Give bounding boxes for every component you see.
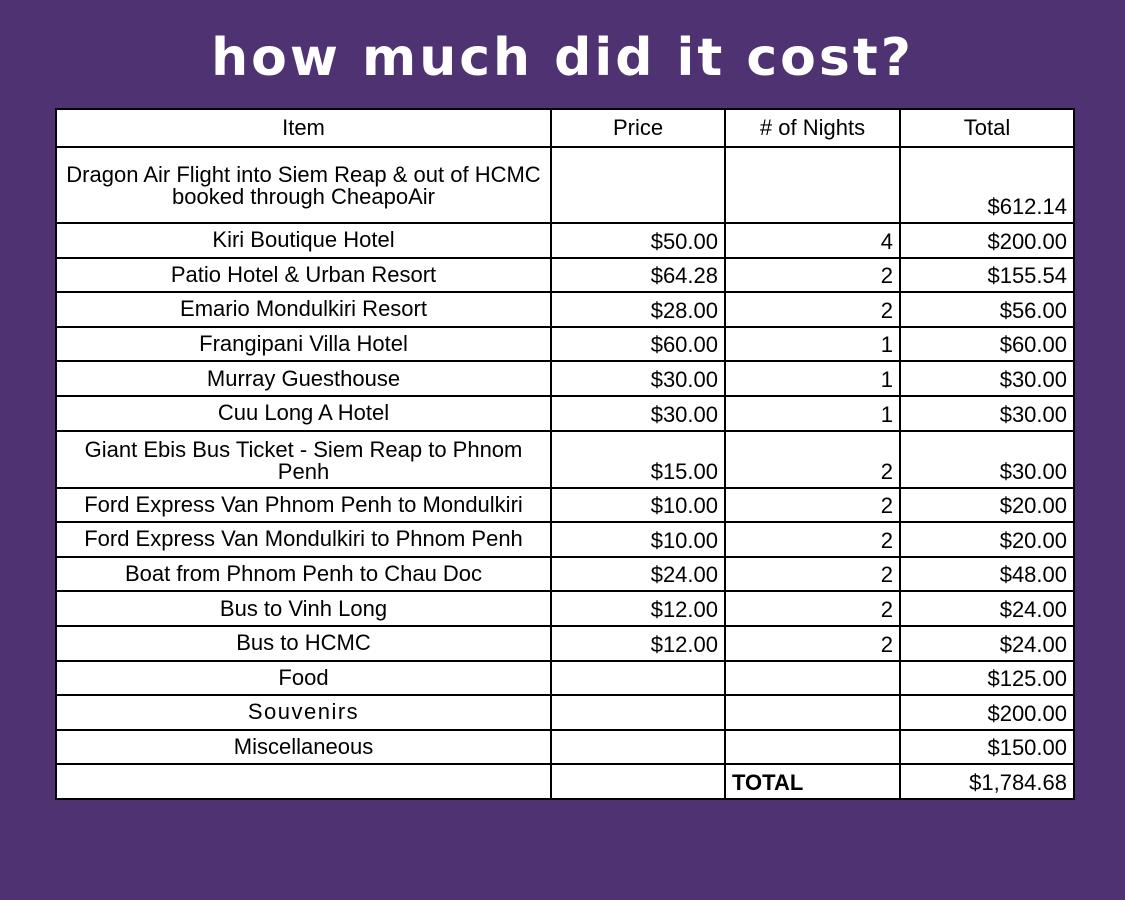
cell-price: $30.00: [550, 394, 726, 432]
cell-price: $64.28: [550, 256, 726, 294]
cell-price: [550, 694, 726, 731]
cell-price: $50.00: [550, 222, 726, 259]
table-row: Dragon Air Flight into Siem Reap & out o…: [55, 146, 1075, 224]
cell-total: $612.14: [899, 146, 1075, 224]
cell-nights: 2: [724, 486, 901, 524]
cell-price: $10.00: [550, 486, 726, 524]
cell-item: Food: [55, 659, 552, 697]
cell-item: Cuu Long A Hotel: [55, 394, 552, 432]
cell-price-empty: [550, 763, 726, 800]
table-row: Miscellaneous $150.00: [55, 728, 1075, 766]
cell-total: $24.00: [899, 590, 1075, 627]
cell-nights: 2: [724, 256, 901, 294]
header-item: Item: [55, 108, 552, 148]
cell-nights: 1: [724, 394, 901, 432]
cell-nights: 2: [724, 429, 901, 489]
cell-total: $56.00: [899, 291, 1075, 328]
cell-item: Patio Hotel & Urban Resort: [55, 256, 552, 294]
cell-nights: 2: [724, 555, 901, 593]
cell-total: $155.54: [899, 256, 1075, 294]
cell-total: $200.00: [899, 694, 1075, 731]
cell-total: $30.00: [899, 429, 1075, 489]
table-row: Kiri Boutique Hotel $50.00 4 $200.00: [55, 222, 1075, 259]
cell-nights: [724, 659, 901, 697]
cell-price: $15.00: [550, 429, 726, 489]
cell-price: [550, 146, 726, 224]
cell-item: Bus to Vinh Long: [55, 590, 552, 627]
cell-price: [550, 728, 726, 766]
cell-nights: 1: [724, 360, 901, 397]
header-total: Total: [899, 108, 1075, 148]
cell-item: Dragon Air Flight into Siem Reap & out o…: [55, 146, 552, 224]
cell-item: Murray Guesthouse: [55, 360, 552, 397]
cell-item: Bus to HCMC: [55, 624, 552, 662]
cell-price: $30.00: [550, 360, 726, 397]
cell-nights: [724, 728, 901, 766]
cell-total: $20.00: [899, 486, 1075, 524]
cell-price: [550, 659, 726, 697]
cell-nights: 2: [724, 291, 901, 328]
cell-nights: [724, 146, 901, 224]
cell-item: Emario Mondulkiri Resort: [55, 291, 552, 328]
table-row: Giant Ebis Bus Ticket - Siem Reap to Phn…: [55, 429, 1075, 489]
cell-nights: 2: [724, 590, 901, 627]
cost-table: Item Price # of Nights Total Dragon Air …: [55, 108, 1075, 800]
cell-item: Frangipani Villa Hotel: [55, 325, 552, 363]
table-row: Bus to Vinh Long $12.00 2 $24.00: [55, 590, 1075, 627]
cell-total: $60.00: [899, 325, 1075, 363]
cell-total: $150.00: [899, 728, 1075, 766]
table-row: Murray Guesthouse $30.00 1 $30.00: [55, 360, 1075, 397]
cell-price: $24.00: [550, 555, 726, 593]
cell-item-empty: [55, 763, 552, 800]
total-row: TOTAL $1,784.68: [55, 763, 1075, 800]
table-row: Ford Express Van Mondulkiri to Phnom Pen…: [55, 521, 1075, 558]
cell-total: $30.00: [899, 360, 1075, 397]
cell-item: Giant Ebis Bus Ticket - Siem Reap to Phn…: [55, 429, 552, 489]
header-price: Price: [550, 108, 726, 148]
page-title: How much did it cost?: [211, 28, 914, 88]
table-row: Ford Express Van Phnom Penh to Mondulkir…: [55, 486, 1075, 524]
cell-price: $12.00: [550, 624, 726, 662]
table-row: Patio Hotel & Urban Resort $64.28 2 $155…: [55, 256, 1075, 294]
cell-nights: [724, 694, 901, 731]
cell-nights: 2: [724, 624, 901, 662]
cell-nights: 4: [724, 222, 901, 259]
cell-total: $20.00: [899, 521, 1075, 558]
header-nights: # of Nights: [724, 108, 901, 148]
cell-nights: 2: [724, 521, 901, 558]
cell-total: $125.00: [899, 659, 1075, 697]
cell-price: $12.00: [550, 590, 726, 627]
cell-item: Miscellaneous: [55, 728, 552, 766]
table-row: Food $125.00: [55, 659, 1075, 697]
cell-item: Ford Express Van Mondulkiri to Phnom Pen…: [55, 521, 552, 558]
cell-item: Kiri Boutique Hotel: [55, 222, 552, 259]
table-row: Bus to HCMC $12.00 2 $24.00: [55, 624, 1075, 662]
cell-total: $200.00: [899, 222, 1075, 259]
grand-total-value: $1,784.68: [899, 763, 1075, 800]
table-row: Emario Mondulkiri Resort $28.00 2 $56.00: [55, 291, 1075, 328]
cell-total: $24.00: [899, 624, 1075, 662]
cell-price: $60.00: [550, 325, 726, 363]
table-row: Cuu Long A Hotel $30.00 1 $30.00: [55, 394, 1075, 432]
cell-price: $28.00: [550, 291, 726, 328]
cell-item: Ford Express Van Phnom Penh to Mondulkir…: [55, 486, 552, 524]
table-row: Souvenirs $200.00: [55, 694, 1075, 731]
cell-price: $10.00: [550, 521, 726, 558]
table-header-row: Item Price # of Nights Total: [55, 108, 1075, 148]
cell-total: $48.00: [899, 555, 1075, 593]
cell-item: Boat from Phnom Penh to Chau Doc: [55, 555, 552, 593]
cell-item: Souvenirs: [55, 694, 552, 731]
grand-total-label: TOTAL: [724, 763, 901, 800]
cell-nights: 1: [724, 325, 901, 363]
table-row: Frangipani Villa Hotel $60.00 1 $60.00: [55, 325, 1075, 363]
cell-total: $30.00: [899, 394, 1075, 432]
table-row: Boat from Phnom Penh to Chau Doc $24.00 …: [55, 555, 1075, 593]
